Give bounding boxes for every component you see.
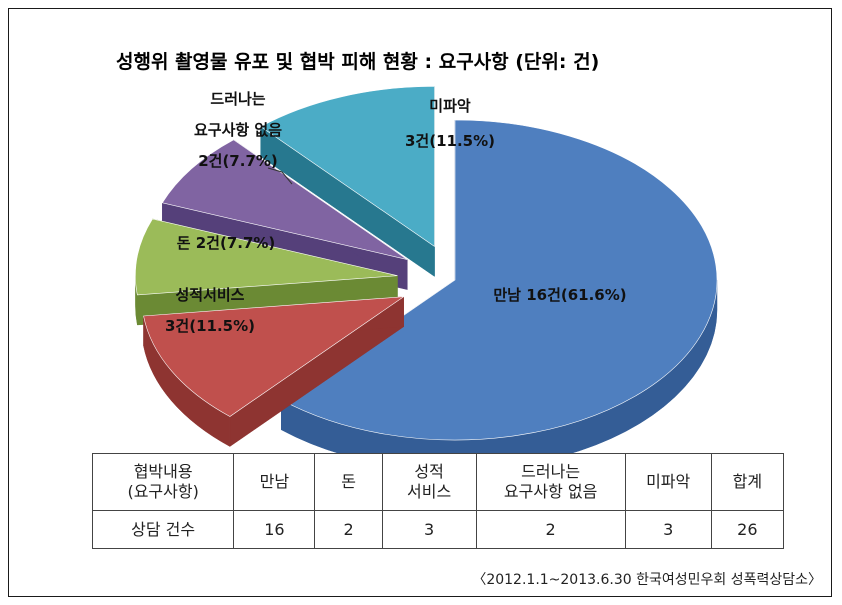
table-row: 상담 건수 16 2 3 2 3 26	[91, 510, 785, 549]
table-header-label-line: 협박내용	[133, 462, 193, 481]
pie-slice-top	[260, 86, 435, 247]
table-header-text: 합계	[732, 472, 763, 491]
pie-slice-top	[280, 119, 718, 441]
table-header-text: 만남	[259, 472, 290, 491]
pie-label: 3건(11.5%)	[165, 317, 255, 335]
table-header-cell: 드러나는 요구사항 없음	[475, 453, 626, 511]
pie-label: 요구사항 없음	[194, 121, 282, 139]
pie-label: 3건(11.5%)	[405, 132, 495, 150]
pie-leader-line	[267, 167, 293, 185]
table-header-cell: 미파악	[624, 453, 712, 511]
pie-label: 돈 2건(7.7%)	[177, 234, 276, 252]
table-header-cell: 만남	[233, 453, 316, 511]
pie-labels: 만남 16건(61.6%) 성적서비스 3건(11.5%) 돈 2건(7.7%) 드러나…	[165, 90, 627, 335]
table-cell: 2	[475, 510, 626, 549]
table-header-text: 서비스	[407, 482, 452, 501]
pie-label: 드러나는	[210, 90, 265, 108]
table-header-label-line: (요구사항)	[127, 482, 199, 501]
table-header-cell: 돈	[314, 453, 383, 511]
table-cell: 26	[710, 510, 785, 549]
pie-slice-top	[143, 296, 405, 417]
pie-label: 2건(7.7%)	[198, 152, 278, 170]
table-header-label: 협박내용 (요구사항)	[91, 453, 235, 511]
pie-label: 만남 16건(61.6%)	[493, 286, 626, 304]
source-note: 〈2012.1.1~2013.6.30 한국여성민우회 성폭력상담소〉	[472, 572, 822, 588]
pie-slice-top	[161, 139, 408, 260]
table-header-row: 협박내용 (요구사항) 만남 돈 성적 서비스 드러나는 요구사항 없음 미파악…	[91, 453, 785, 511]
table-header-text: 돈	[341, 472, 356, 491]
table-cell: 3	[381, 510, 477, 549]
table-header-cell: 성적 서비스	[381, 453, 477, 511]
summary-table: 협박내용 (요구사항) 만남 돈 성적 서비스 드러나는 요구사항 없음 미파악…	[91, 453, 785, 549]
pie-label: 성적서비스	[175, 286, 244, 304]
table-cell: 16	[233, 510, 316, 549]
pie-slice	[260, 86, 435, 277]
table-header-cell: 합계	[710, 453, 785, 511]
table-cell: 2	[314, 510, 383, 549]
table-header-text: 성적	[414, 462, 444, 481]
pie-slices	[135, 86, 718, 471]
table-header-text: 요구사항 없음	[503, 482, 598, 501]
table-row-label: 상담 건수	[91, 510, 235, 549]
chart-title: 성행위 촬영물 유포 및 협박 피해 현황 : 요구사항 (단위: 건)	[116, 50, 599, 73]
table-header-text: 드러나는	[521, 462, 581, 481]
table-cell: 3	[624, 510, 712, 549]
pie-label: 미파악	[429, 97, 471, 115]
pie-slice	[143, 296, 405, 447]
pie-slice	[280, 119, 718, 471]
table-header-text: 미파악	[646, 472, 691, 491]
pie-slice-top	[135, 218, 398, 296]
